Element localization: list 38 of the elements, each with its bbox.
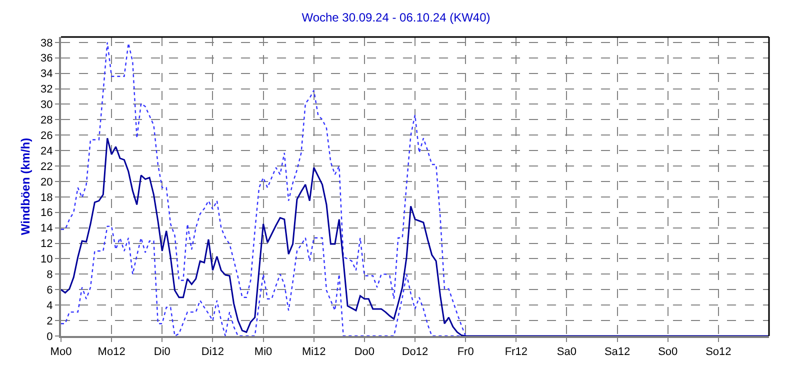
y-tick-label: 28 bbox=[40, 114, 53, 127]
y-tick-label: 14 bbox=[40, 222, 53, 235]
x-tick-label: Di12 bbox=[201, 346, 224, 358]
y-tick-label: 26 bbox=[40, 130, 53, 142]
y-tick-label: 36 bbox=[40, 52, 53, 65]
x-tick-label: Fr12 bbox=[504, 346, 528, 358]
y-tick-label: 24 bbox=[40, 145, 53, 158]
x-tick-label: Sa0 bbox=[556, 346, 576, 358]
y-tick-label: 34 bbox=[40, 68, 53, 80]
y-tick-label: 38 bbox=[40, 37, 53, 50]
x-tick-label: So0 bbox=[658, 346, 678, 358]
y-tick-label: 12 bbox=[40, 238, 53, 250]
y-tick-label: 10 bbox=[40, 254, 53, 266]
y-tick-label: 8 bbox=[46, 269, 53, 282]
y-tick-label: 2 bbox=[46, 315, 53, 328]
y-tick-label: 30 bbox=[40, 99, 53, 112]
x-tick-label: Sa12 bbox=[604, 346, 630, 358]
y-axis-title: Windböen (km/h) bbox=[18, 138, 32, 236]
line-series bbox=[61, 42, 466, 336]
x-tick-label: Do0 bbox=[354, 346, 375, 358]
y-tick-label: 22 bbox=[40, 160, 53, 173]
x-tick-label: Fr0 bbox=[457, 346, 474, 358]
y-tick-label: 16 bbox=[40, 207, 53, 220]
y-tick-label: 6 bbox=[46, 284, 53, 296]
y-tick-label: 32 bbox=[40, 84, 53, 96]
x-tick-label: Mo0 bbox=[50, 346, 72, 358]
y-tick-label: 4 bbox=[46, 300, 53, 312]
x-tick-label: Mo12 bbox=[98, 346, 126, 358]
x-tick-label: Di0 bbox=[154, 346, 170, 358]
chart-title: Woche 30.09.24 - 06.10.24 (KW40) bbox=[302, 10, 490, 25]
x-tick-label: So12 bbox=[706, 346, 732, 358]
y-tick-label: 18 bbox=[40, 192, 53, 204]
y-tick-label: 0 bbox=[46, 330, 53, 343]
y-tick-label: 20 bbox=[40, 176, 53, 188]
x-tick-label: Do12 bbox=[402, 346, 428, 358]
x-tick-label: Mi0 bbox=[254, 346, 272, 358]
line-series bbox=[61, 226, 462, 336]
x-tick-label: Mi12 bbox=[302, 346, 326, 358]
